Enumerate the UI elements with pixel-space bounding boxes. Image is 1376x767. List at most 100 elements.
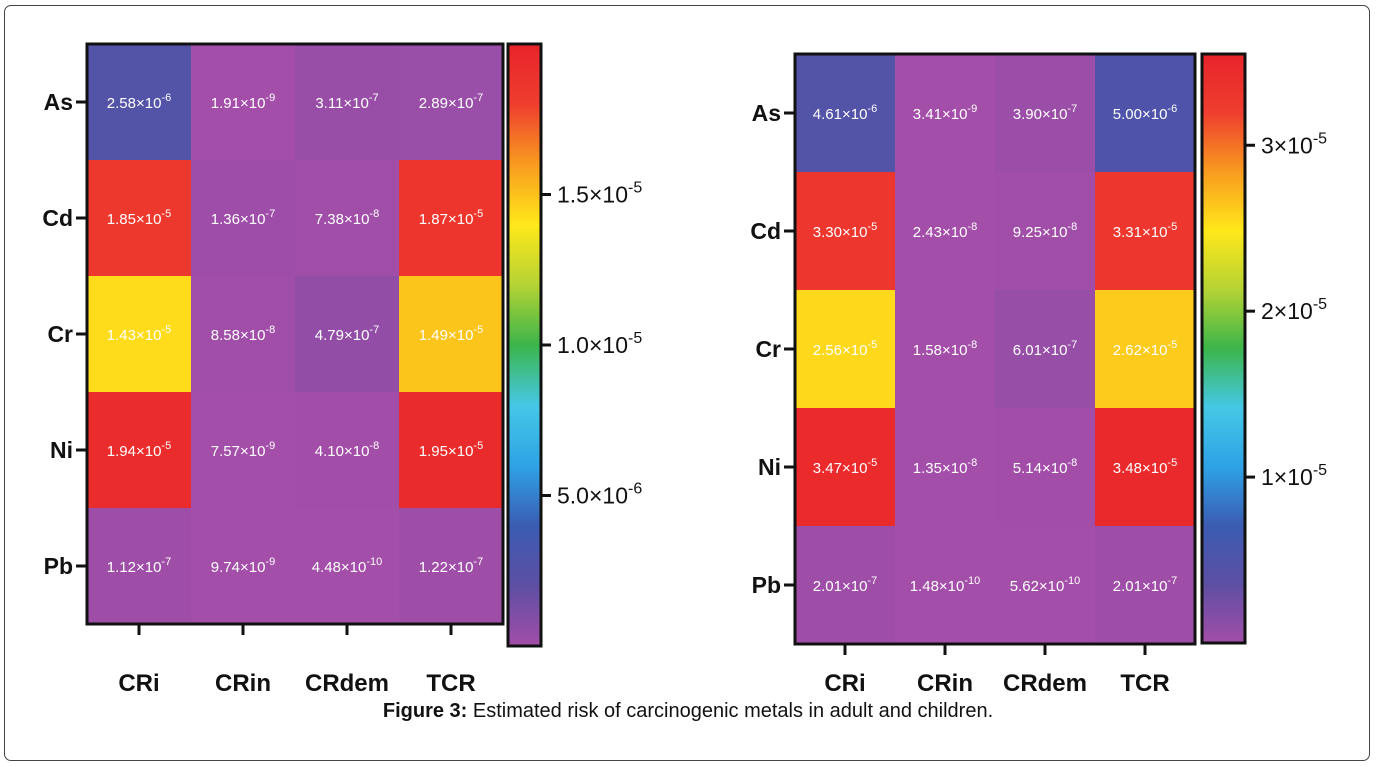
- row-label: Cr: [755, 336, 781, 362]
- colorbar-tick-label: 1.5×10-5: [557, 180, 642, 208]
- cell-value-label: 3.31×10-5: [1113, 221, 1177, 241]
- heatmap-cell: [87, 392, 191, 508]
- heatmap-cell: [295, 276, 399, 392]
- cell-value-label: 1.12×10-7: [107, 556, 171, 576]
- heatmap-cell: [399, 392, 503, 508]
- caption-text: Estimated risk of carcinogenic metals in…: [472, 700, 994, 722]
- colorbar-tick-label: 2×10-5: [1261, 296, 1327, 324]
- colorbar-tick-label: 3×10-5: [1261, 130, 1327, 158]
- heatmap-cell: [795, 54, 895, 172]
- heatmap-cell: [399, 44, 503, 160]
- figure-caption: Figure 3: Estimated risk of carcinogenic…: [0, 700, 1376, 723]
- cell-value-label: 1.36×10-7: [211, 208, 275, 228]
- cell-value-label: 9.25×10-8: [1013, 221, 1077, 241]
- row-label: Cd: [750, 218, 781, 244]
- cell-value-label: 1.87×10-5: [419, 208, 483, 228]
- row-label: As: [752, 100, 781, 126]
- heatmap-cell: [87, 276, 191, 392]
- heatmap-cell: [399, 276, 503, 392]
- cell-value-label: 3.47×10-5: [813, 457, 877, 477]
- heatmap-cell: [399, 160, 503, 276]
- heatmap-cell: [191, 508, 295, 624]
- cell-value-label: 4.48×10-10: [312, 556, 383, 576]
- cell-value-label: 1.91×10-9: [211, 92, 275, 112]
- heatmap-cell: [87, 508, 191, 624]
- heatmap-cell: [795, 408, 895, 526]
- heatmap-cell: [995, 526, 1095, 644]
- colorbar: [506, 42, 543, 648]
- heatmap-cell: [191, 276, 295, 392]
- cell-value-label: 7.57×10-9: [211, 440, 275, 460]
- heatmap-cell: [1095, 172, 1195, 290]
- heatmap-cell: [895, 172, 995, 290]
- cell-value-label: 1.49×10-5: [419, 324, 483, 344]
- heatmap-cell: [995, 172, 1095, 290]
- row-label: Pb: [752, 572, 781, 598]
- cell-value-label: 3.90×10-7: [1013, 103, 1077, 123]
- heatmap-cell: [795, 290, 895, 408]
- cell-value-label: 1.43×10-5: [107, 324, 171, 344]
- heatmap-cell: [895, 54, 995, 172]
- caption-label: Figure 3:: [382, 700, 468, 722]
- cell-value-label: 6.01×10-7: [1013, 339, 1077, 359]
- row-label: Cd: [42, 205, 73, 231]
- cell-value-label: 5.00×10-6: [1113, 103, 1177, 123]
- heatmap-cell: [1095, 408, 1195, 526]
- heatmap-cell: [895, 290, 995, 408]
- cell-value-label: 1.85×10-5: [107, 208, 171, 228]
- column-label: CRi: [118, 670, 159, 697]
- heatmap-cell: [1095, 290, 1195, 408]
- cell-value-label: 2.56×10-5: [813, 339, 877, 359]
- cell-value-label: 8.58×10-8: [211, 324, 275, 344]
- column-label: CRdem: [305, 670, 389, 697]
- heatmap-cell: [295, 160, 399, 276]
- cell-value-label: 4.10×10-8: [315, 440, 379, 460]
- cell-value-label: 3.30×10-5: [813, 221, 877, 241]
- cell-value-label: 5.62×10-10: [1010, 575, 1081, 595]
- heatmap-cell: [191, 160, 295, 276]
- cell-value-label: 9.74×10-9: [211, 556, 275, 576]
- cell-value-label: 1.95×10-5: [419, 440, 483, 460]
- heatmap-cell: [995, 290, 1095, 408]
- heatmap-cell: [399, 508, 503, 624]
- heatmap-cell: [191, 392, 295, 508]
- cell-value-label: 1.35×10-8: [913, 457, 977, 477]
- row-label: Ni: [50, 437, 73, 463]
- cell-value-label: 3.11×10-7: [315, 92, 378, 112]
- figure-frame: [4, 5, 1370, 761]
- row-label: Pb: [44, 553, 73, 579]
- cell-value-label: 3.41×10-9: [913, 103, 977, 123]
- heatmap-cell: [795, 526, 895, 644]
- cell-value-label: 7.38×10-8: [315, 208, 379, 228]
- cell-value-label: 2.58×10-6: [107, 92, 171, 112]
- colorbar-tick-label: 1.0×10-5: [557, 330, 642, 358]
- column-label: CRin: [215, 670, 271, 697]
- row-label: As: [44, 89, 73, 115]
- column-label: TCR: [426, 670, 475, 697]
- column-label: CRi: [824, 670, 865, 697]
- row-label: Cr: [47, 321, 73, 347]
- cell-value-label: 5.14×10-8: [1013, 457, 1077, 477]
- cell-value-label: 4.79×10-7: [315, 324, 379, 344]
- heatmap-cell: [995, 54, 1095, 172]
- row-label: Ni: [758, 454, 781, 480]
- heatmap-cell: [895, 408, 995, 526]
- cell-value-label: 2.62×10-5: [1113, 339, 1177, 359]
- heatmap-cell: [1095, 526, 1195, 644]
- cell-value-label: 2.01×10-7: [813, 575, 877, 595]
- column-label: TCR: [1120, 670, 1169, 697]
- cell-value-label: 1.48×10-10: [910, 575, 981, 595]
- column-label: CRdem: [1003, 670, 1087, 697]
- heatmap-cell: [295, 44, 399, 160]
- cell-value-label: 1.22×10-7: [419, 556, 483, 576]
- cell-value-label: 2.43×10-8: [913, 221, 977, 241]
- cell-value-label: 4.61×10-6: [813, 103, 877, 123]
- heatmap-cell: [295, 392, 399, 508]
- heatmap-cell: [1095, 54, 1195, 172]
- heatmap-cell: [87, 44, 191, 160]
- cell-value-label: 2.01×10-7: [1113, 575, 1177, 595]
- adult-heatmap: 2.58×10-6 1.91×10-9 3.11×10-7 2.89×10-7 1.85…: [42, 42, 642, 697]
- cell-value-label: 1.94×10-5: [107, 440, 171, 460]
- colorbar-tick-label: 5.0×10-6: [557, 481, 642, 509]
